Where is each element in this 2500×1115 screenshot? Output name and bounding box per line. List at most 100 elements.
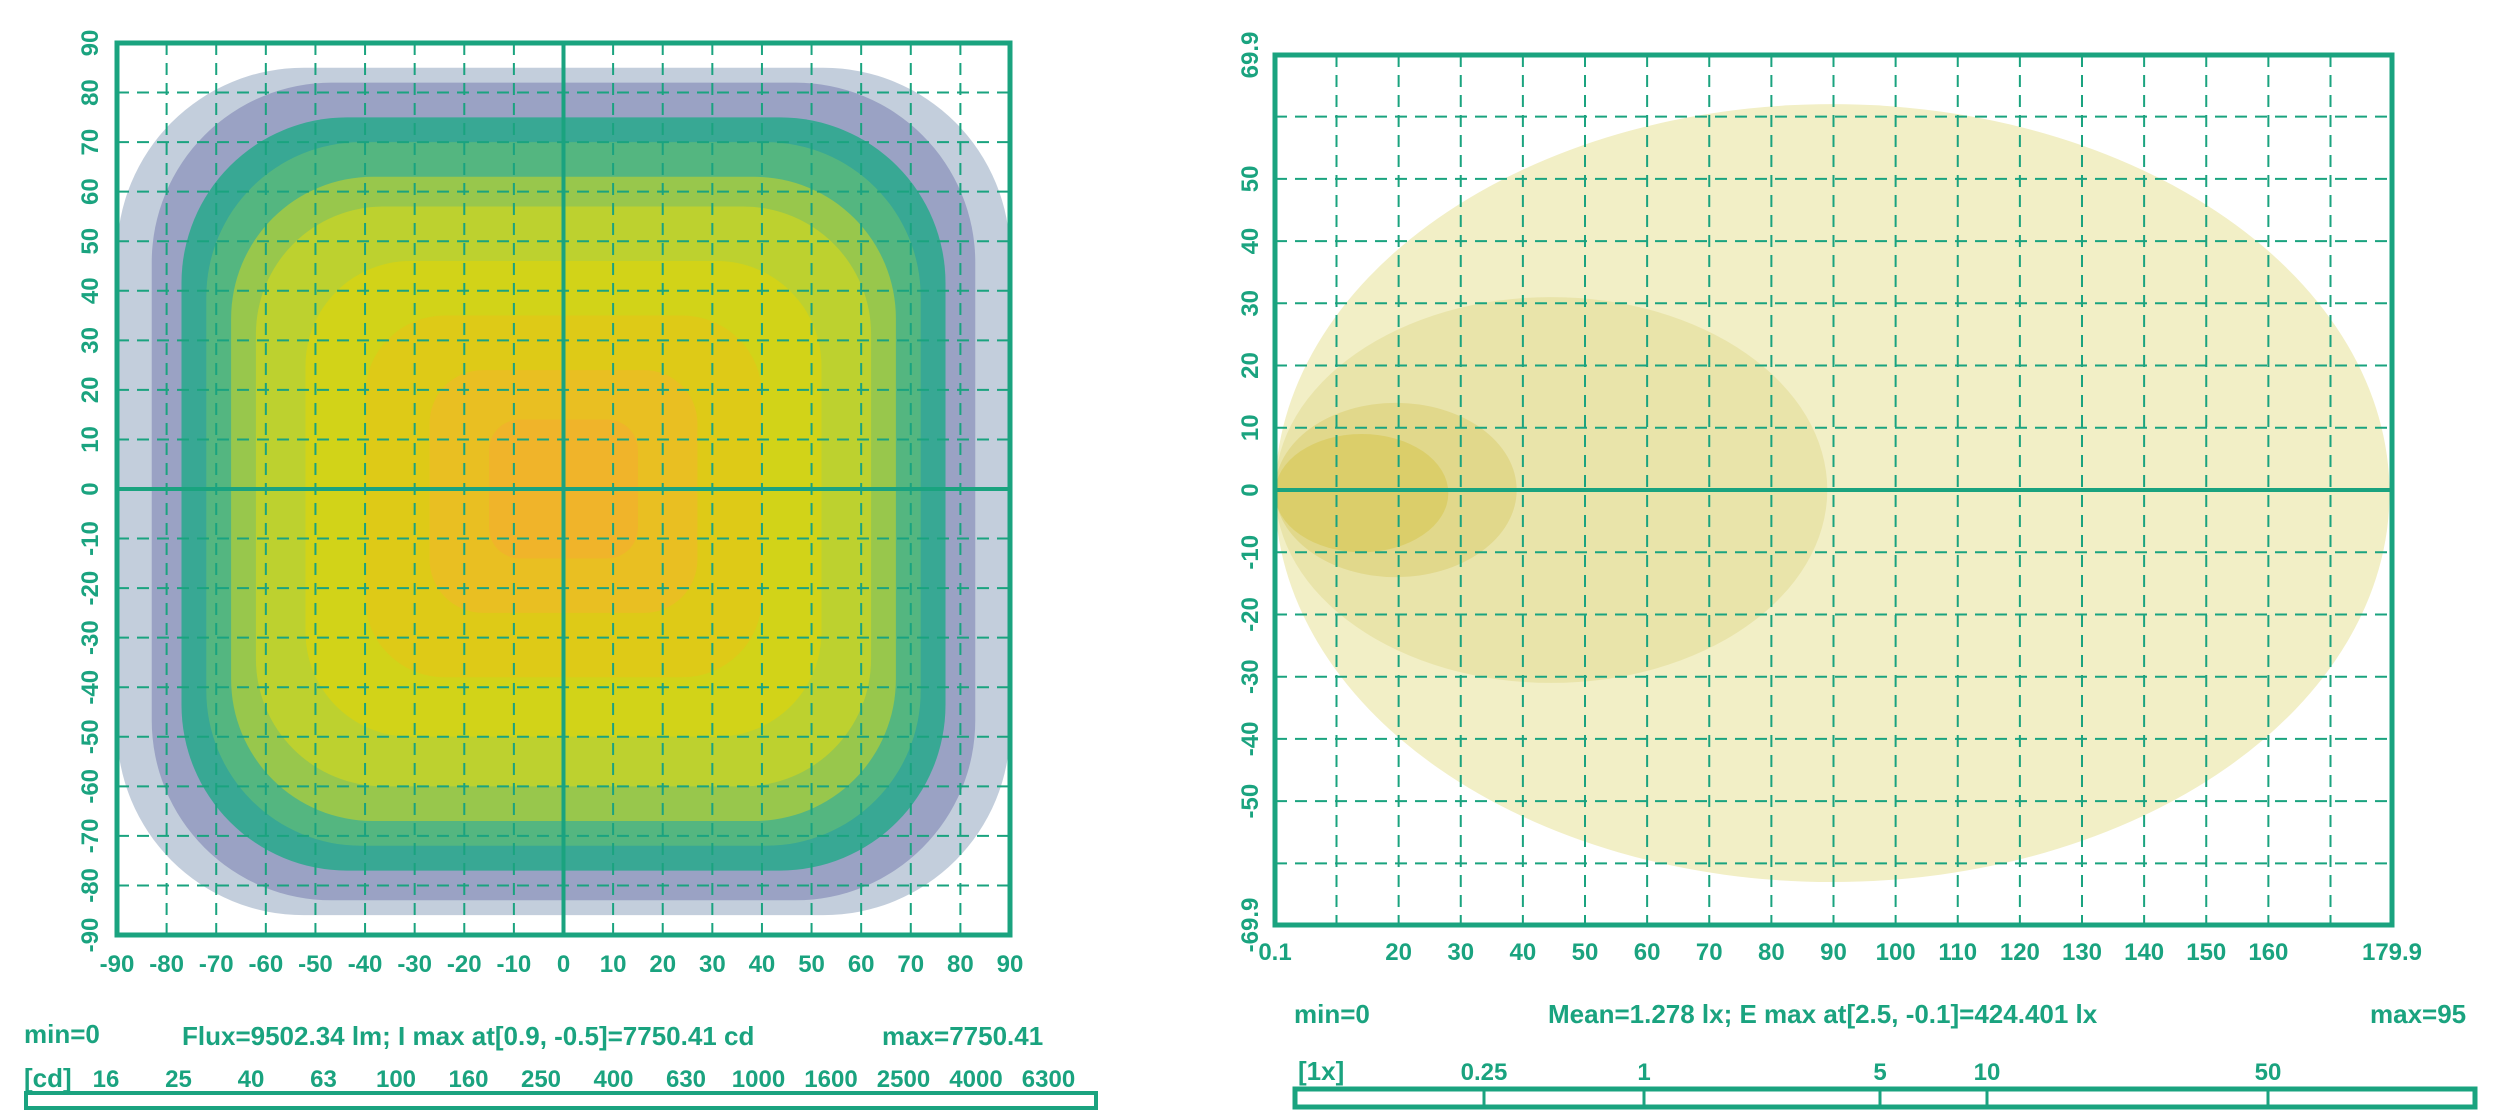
intensity-x-tick-label: -90: [100, 951, 135, 978]
illuminance-x-tick-label: 150: [2186, 939, 2226, 966]
illuminance-y-tick-label: 50: [1237, 165, 1264, 192]
intensity-y-tick-label: 60: [77, 178, 104, 205]
intensity-x-tick-label: -30: [397, 951, 432, 978]
illuminance-x-tick-label: 179.9: [2362, 939, 2422, 966]
intensity-scale-label: 63: [310, 1066, 337, 1093]
illuminance-max-text: max=95: [2370, 999, 2466, 1029]
intensity-scale-label: 6300: [1022, 1066, 1075, 1093]
illuminance-scale-label: 50: [2255, 1059, 2282, 1086]
intensity-scale-label: 400: [593, 1066, 633, 1093]
intensity-y-tick-label: -70: [77, 819, 104, 854]
illuminance-x-tick-label: 80: [1758, 939, 1785, 966]
intensity-y-tick-label: 0: [77, 482, 104, 495]
illuminance-grid: [1272, 52, 2395, 928]
illuminance-contours: [1275, 104, 2390, 883]
illuminance-y-tick-label: -20: [1237, 597, 1264, 632]
illuminance-x-tick-label: 20: [1385, 939, 1412, 966]
intensity-scale-labels: 16 25 40 63 100 160 250 400 630 1000 1600 2500 4000 6…: [93, 1066, 1076, 1093]
intensity-y-tick-label: 30: [77, 327, 104, 354]
illuminance-x-tick-label: 100: [1876, 939, 1916, 966]
intensity-y-tick-label: 80: [77, 79, 104, 106]
illuminance-plot-frame: [1272, 52, 2395, 928]
illuminance-scale-label: 10: [1974, 1059, 2001, 1086]
intensity-x-tick-label: 60: [848, 951, 875, 978]
illuminance-color-scale: [1x] 0.25 1 5 10 50: [1292, 1056, 2478, 1110]
intensity-x-tick-label: 80: [947, 951, 974, 978]
intensity-y-tick-label: 20: [77, 377, 104, 404]
illuminance-y-tick-label: 30: [1237, 290, 1264, 317]
illuminance-x-tick-label: 60: [1634, 939, 1661, 966]
illuminance-y-tick-label: -40: [1237, 722, 1264, 757]
illuminance-summary-text: Mean=1.278 lx; E max at[2.5, -0.1]=424.4…: [1548, 999, 2098, 1029]
illuminance-x-tick-label: 90: [1820, 939, 1847, 966]
intensity-max-text: max=7750.41: [882, 1021, 1043, 1051]
intensity-x-tick-label: 20: [649, 951, 676, 978]
intensity-plot-frame: [114, 40, 1013, 938]
intensity-color-scale: [cd] 16 25 40 63 100 160 250 400 630 1000 1600 2500…: [24, 1063, 1098, 1110]
intensity-x-tick-label: 90: [997, 951, 1024, 978]
illuminance-x-tick-label: 110: [1938, 939, 1977, 966]
illuminance-y-tick-label: 40: [1237, 228, 1264, 255]
illuminance-scale-label: 1: [1637, 1059, 1650, 1086]
intensity-scale-label: 25: [165, 1066, 192, 1093]
intensity-scale-label: 1000: [732, 1066, 785, 1093]
intensity-y-tick-label: -60: [77, 769, 104, 804]
intensity-scale-label: 1600: [804, 1066, 857, 1093]
illuminance-x-tick-label: 0.1: [1258, 939, 1291, 966]
illuminance-contour-10: [1275, 433, 1449, 553]
intensity-y-tick-label: -10: [77, 521, 104, 556]
illuminance-x-tick-label: 50: [1572, 939, 1599, 966]
illuminance-y-tick-label: -69.9: [1237, 898, 1264, 953]
illuminance-scale-label: 5: [1873, 1059, 1886, 1086]
intensity-scale-label: 630: [666, 1066, 706, 1093]
intensity-y-tick-label: -40: [77, 670, 104, 705]
intensity-y-tick-label: -20: [77, 571, 104, 606]
intensity-min-text: min=0: [24, 1019, 100, 1049]
illuminance-x-tick-label: 140: [2124, 939, 2164, 966]
intensity-info-row: min=0 Flux=9502.34 lm; I max at[0.9, -0.…: [24, 1019, 1043, 1051]
intensity-scale-label: 100: [376, 1066, 416, 1093]
illuminance-scale-bar: [1292, 1086, 2478, 1110]
intensity-x-tick-label: 70: [897, 951, 924, 978]
intensity-x-tick-label: -20: [447, 951, 482, 978]
intensity-distribution-chart: -90 -80 -70 -60 -50 -40 -30 -20 -10 0 10 20 30 40 50 60…: [24, 30, 1098, 1110]
intensity-x-tick-label: 10: [600, 951, 627, 978]
illuminance-x-tick-label: 40: [1510, 939, 1537, 966]
intensity-scale-unit: [cd]: [24, 1063, 72, 1093]
illuminance-y-tick-label: 10: [1237, 414, 1264, 441]
illuminance-x-tick-label: 30: [1447, 939, 1474, 966]
intensity-x-tick-label: -80: [149, 951, 184, 978]
intensity-y-tick-label: 70: [77, 129, 104, 156]
intensity-y-tick-label: 50: [77, 228, 104, 255]
illuminance-x-tick-label: 120: [2000, 939, 2040, 966]
illuminance-info-row: min=0 Mean=1.278 lx; E max at[2.5, -0.1]…: [1294, 999, 2466, 1029]
intensity-scale-label: 40: [238, 1066, 265, 1093]
illuminance-y-tick-label: -30: [1237, 659, 1264, 694]
intensity-y-tick-label: 10: [77, 426, 104, 453]
intensity-x-tick-label: -40: [348, 951, 383, 978]
intensity-x-tick-label: 30: [699, 951, 726, 978]
intensity-y-tick-label: 40: [77, 277, 104, 304]
illuminance-scale-unit: [1x]: [1298, 1056, 1344, 1086]
illuminance-scale-label: 0.25: [1461, 1059, 1508, 1086]
illuminance-y-tick-label: -50: [1237, 784, 1264, 819]
intensity-scale-bar: [24, 1091, 1098, 1110]
intensity-x-tick-label: 50: [798, 951, 825, 978]
intensity-x-tick-label: -60: [248, 951, 283, 978]
illuminance-tick-labels: 0.1 20 30 40 50 60 70 80 90 100 110 120 130 140 150 160…: [1237, 32, 2422, 966]
intensity-grid: [114, 40, 1013, 938]
intensity-x-tick-label: -50: [298, 951, 333, 978]
illuminance-y-tick-label: -10: [1237, 535, 1264, 570]
illuminance-x-tick-label: 70: [1696, 939, 1723, 966]
intensity-scale-label: 4000: [949, 1066, 1002, 1093]
intensity-y-tick-label: -30: [77, 620, 104, 655]
intensity-x-tick-label: 40: [749, 951, 776, 978]
intensity-scale-label: 16: [93, 1066, 120, 1093]
intensity-scale-label: 160: [448, 1066, 488, 1093]
intensity-x-tick-label: -70: [199, 951, 234, 978]
illuminance-min-text: min=0: [1294, 999, 1370, 1029]
intensity-summary-text: Flux=9502.34 lm; I max at[0.9, -0.5]=775…: [182, 1021, 754, 1051]
intensity-y-tick-label: -80: [77, 868, 104, 903]
intensity-y-tick-label: 90: [77, 30, 104, 57]
